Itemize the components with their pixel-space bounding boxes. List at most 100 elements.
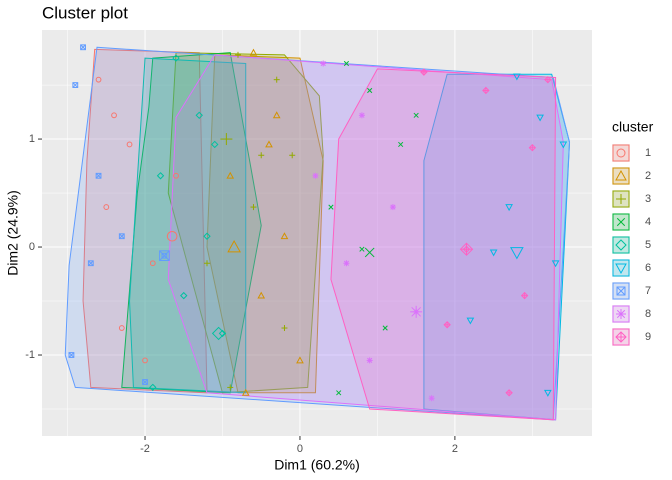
- point-part: [80, 44, 86, 50]
- point-part: [156, 172, 165, 180]
- point: [72, 82, 79, 88]
- point-part: [172, 54, 180, 62]
- point-part: [343, 260, 350, 266]
- x-axis-label: Dim1 (60.2%): [274, 457, 360, 473]
- legend-symbol-part: [615, 263, 627, 275]
- point-part: [320, 60, 326, 67]
- point: [203, 232, 211, 240]
- legend-key: [612, 144, 630, 162]
- point: [505, 204, 513, 212]
- point: [543, 389, 552, 397]
- point-part: [265, 140, 273, 148]
- cluster-center: [227, 240, 241, 253]
- legend-symbol: [616, 148, 626, 158]
- point: [257, 291, 266, 299]
- cluster-center-part: [411, 306, 422, 317]
- legend-symbol: [616, 286, 626, 296]
- legend-label: 3: [645, 193, 651, 205]
- y-tick-label: 1: [29, 133, 35, 145]
- point-part: [72, 82, 79, 88]
- point: [156, 172, 165, 180]
- point-part: [559, 141, 568, 149]
- point-part: [180, 291, 188, 300]
- point: [296, 356, 304, 364]
- legend-key-bg: [612, 144, 630, 162]
- cluster-center-part: [166, 230, 178, 242]
- x-tick-label: 2: [452, 443, 458, 455]
- y-tick-label: -1: [25, 349, 35, 361]
- point: [68, 352, 75, 358]
- point: [234, 51, 241, 58]
- point: [95, 172, 102, 179]
- cluster-center-part: [227, 240, 241, 253]
- point-part: [390, 204, 396, 210]
- point-part: [95, 172, 102, 179]
- y-tick-label: 0: [29, 241, 35, 253]
- legend-symbol-part: [615, 239, 627, 251]
- point-part: [118, 233, 125, 240]
- point: [180, 291, 188, 300]
- point-part: [95, 76, 102, 83]
- point-part: [367, 357, 373, 364]
- point-part: [336, 390, 342, 396]
- cluster-center: [510, 247, 524, 260]
- legend-key: [612, 236, 630, 254]
- point-part: [513, 73, 521, 81]
- cluster-center: [211, 326, 226, 341]
- point-part: [551, 260, 560, 268]
- point: [111, 112, 117, 119]
- point: [249, 48, 258, 56]
- point-part: [211, 140, 219, 149]
- point: [343, 260, 350, 267]
- point: [80, 44, 86, 51]
- legend-label: 5: [645, 239, 651, 251]
- point-part: [343, 60, 350, 67]
- point: [289, 152, 296, 159]
- chart-title: Cluster plot: [42, 3, 128, 22]
- point-part: [296, 356, 304, 364]
- legend-symbol: [616, 194, 626, 204]
- cluster-center-part: [211, 326, 226, 341]
- cluster-center: [220, 133, 233, 146]
- plot-layer: [64, 44, 571, 421]
- legend-symbol: [616, 309, 626, 319]
- point-part: [398, 141, 404, 148]
- point-part: [95, 173, 102, 179]
- point: [118, 233, 125, 240]
- point-part: [103, 204, 110, 210]
- point: [149, 260, 156, 267]
- point-part: [68, 352, 75, 358]
- cluster-center-part: [159, 250, 170, 261]
- legend-symbol: [615, 169, 627, 181]
- point: [505, 389, 513, 397]
- point-part: [359, 112, 365, 118]
- legend-symbol: [615, 331, 627, 343]
- point: [328, 204, 334, 210]
- point: [466, 317, 475, 325]
- point: [149, 383, 157, 392]
- legend-label: 7: [645, 285, 651, 297]
- point-part: [68, 352, 75, 358]
- point: [536, 114, 544, 122]
- legend-title: cluster: [612, 119, 654, 135]
- legend-symbol: [616, 217, 626, 227]
- point-part: [505, 204, 513, 212]
- point: [211, 140, 219, 149]
- point: [204, 260, 210, 267]
- point: [218, 329, 227, 338]
- point: [312, 172, 319, 179]
- point: [420, 68, 428, 76]
- point: [320, 60, 327, 67]
- point: [489, 249, 498, 257]
- legend-symbol-part: [616, 286, 626, 296]
- point: [258, 152, 265, 159]
- point: [142, 357, 148, 364]
- point: [366, 357, 373, 364]
- legend-symbol-part: [616, 286, 626, 296]
- point: [195, 111, 203, 120]
- point: [482, 86, 490, 95]
- point: [367, 87, 373, 94]
- point-part: [257, 291, 266, 299]
- point-part: [80, 44, 86, 51]
- point-part: [413, 112, 419, 118]
